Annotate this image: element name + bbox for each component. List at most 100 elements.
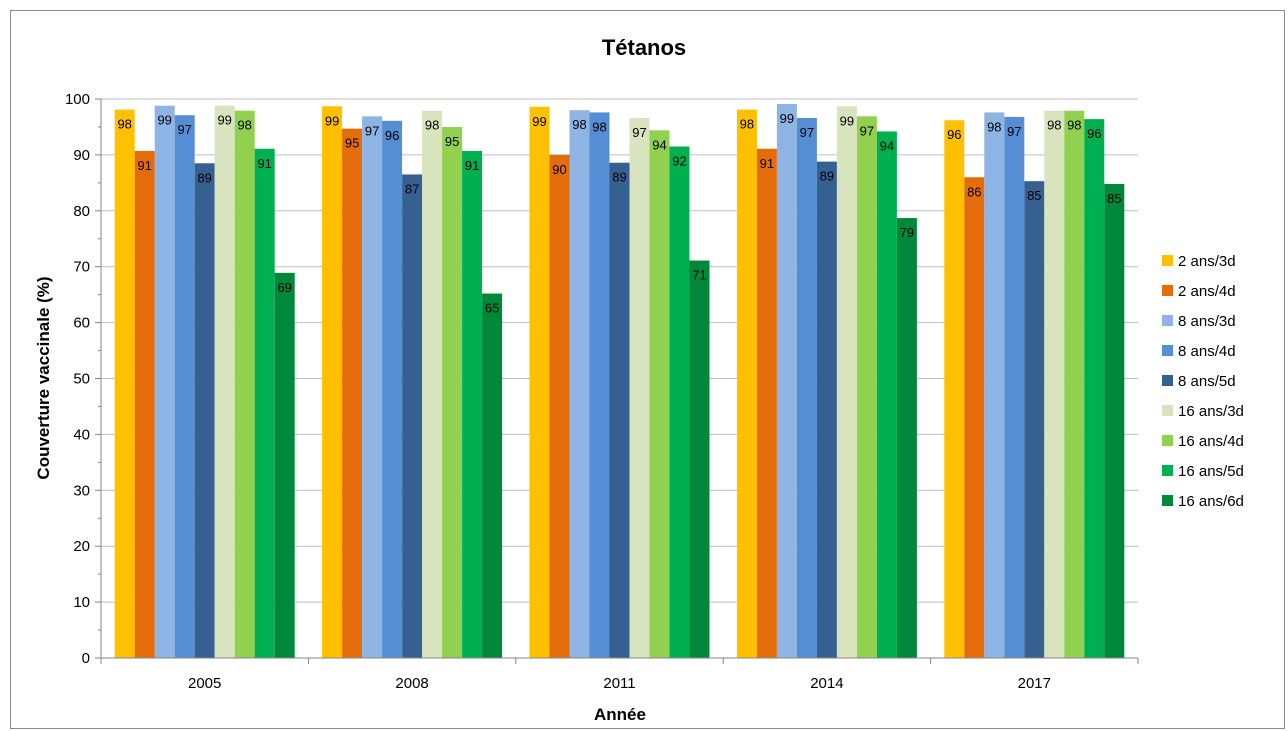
data-label: 97 (800, 125, 814, 140)
data-label: 98 (740, 117, 754, 132)
legend-swatch (1162, 315, 1173, 326)
legend-swatch (1162, 255, 1173, 266)
data-label: 89 (612, 170, 626, 185)
legend-label: 2 ans/4d (1178, 283, 1236, 300)
bar (114, 109, 135, 659)
legend-swatch (1162, 345, 1173, 356)
bar (856, 116, 877, 659)
x-tick-label: 2005 (188, 675, 221, 692)
bar (422, 110, 443, 658)
data-label: 71 (692, 268, 706, 283)
data-label: 85 (1107, 191, 1121, 206)
legend-swatch (1162, 495, 1173, 506)
y-tick-label: 70 (73, 259, 90, 276)
data-label: 97 (860, 123, 874, 138)
bar (382, 120, 403, 658)
x-tick-label: 2011 (603, 675, 635, 692)
legend-label: 16 ans/5d (1178, 463, 1244, 480)
legend-label: 16 ans/3d (1178, 403, 1244, 420)
legend-label: 8 ans/4d (1178, 343, 1236, 360)
axes: 0 10 20 30 40 50 60 70 80 90 100 2005 2008 2011 2014 20… (65, 91, 1139, 692)
bar (362, 116, 383, 659)
data-label: 99 (840, 113, 854, 128)
legend-swatch (1162, 375, 1173, 386)
data-label: 89 (197, 170, 211, 185)
legend: 2 ans/3d 2 ans/4d 8 ans/3d 8 ans/4d 8 ans/5d… (1162, 253, 1244, 510)
x-axis-title: Année (594, 705, 646, 724)
y-tick-label: 50 (73, 371, 90, 388)
data-label: 98 (987, 119, 1001, 134)
data-label: 94 (652, 137, 666, 152)
legend-swatch (1162, 285, 1173, 296)
data-label: 99 (217, 113, 231, 128)
data-label: 98 (425, 118, 439, 133)
bar (1084, 119, 1105, 658)
bar (194, 163, 215, 658)
bar (529, 106, 550, 659)
data-label: 87 (405, 181, 419, 196)
data-label: 69 (277, 280, 291, 295)
bar (589, 112, 610, 658)
data-label: 99 (532, 114, 546, 129)
x-tick-label: 2014 (810, 675, 843, 692)
y-tick-label: 10 (73, 594, 90, 611)
data-label: 91 (760, 156, 774, 171)
data-label: 90 (552, 162, 566, 177)
data-label: 98 (117, 117, 131, 132)
data-label: 92 (672, 154, 686, 169)
legend-swatch (1162, 435, 1173, 446)
bar (689, 260, 710, 658)
bar (649, 130, 670, 658)
bar (462, 150, 483, 658)
legend-label: 8 ans/5d (1178, 373, 1236, 390)
data-label: 91 (257, 156, 271, 171)
data-label: 99 (325, 113, 339, 128)
chart-title: Tétanos (602, 35, 686, 60)
bar (154, 105, 175, 658)
y-tick-label: 80 (73, 203, 90, 220)
data-label: 95 (345, 136, 359, 151)
y-tick-label: 60 (73, 315, 90, 332)
data-label: 86 (967, 184, 981, 199)
y-tick-label: 40 (73, 426, 90, 443)
legend-label: 2 ans/3d (1178, 253, 1236, 270)
data-label: 96 (947, 127, 961, 142)
data-label: 97 (1007, 124, 1021, 139)
data-label: 96 (385, 128, 399, 143)
data-label: 97 (365, 123, 379, 138)
data-label: 91 (465, 158, 479, 173)
legend-label: 16 ans/6d (1178, 493, 1244, 510)
bar (944, 120, 965, 658)
data-label: 94 (880, 138, 894, 153)
data-label: 98 (592, 119, 606, 134)
bar (1064, 110, 1085, 658)
bar (896, 218, 917, 658)
data-label: 99 (780, 111, 794, 126)
bar (776, 104, 797, 658)
bar (1104, 183, 1125, 658)
y-tick-label: 20 (73, 538, 90, 555)
bar (214, 105, 235, 658)
bar (402, 174, 423, 658)
bar (442, 126, 463, 658)
bar (984, 112, 1005, 658)
bar (1044, 110, 1065, 658)
data-label: 98 (572, 117, 586, 132)
bar (234, 110, 255, 658)
bar (796, 118, 817, 659)
bar (342, 128, 363, 658)
data-label: 95 (445, 134, 459, 149)
bar (669, 146, 690, 658)
data-label: 97 (177, 122, 191, 137)
data-label: 79 (900, 225, 914, 240)
data-label: 98 (1067, 118, 1081, 133)
y-tick-label: 100 (65, 91, 90, 108)
x-tick-label: 2008 (395, 675, 428, 692)
bar (816, 161, 837, 658)
bar (629, 118, 650, 659)
data-label: 89 (820, 169, 834, 184)
bar (322, 106, 343, 659)
bar (836, 106, 857, 659)
data-label: 65 (485, 301, 499, 316)
